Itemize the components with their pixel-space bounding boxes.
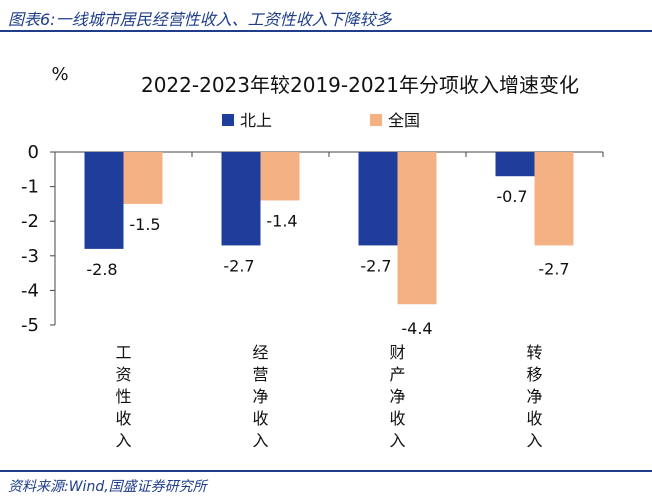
y-tick-label: -4 xyxy=(21,280,39,301)
category-label: 经营净收入 xyxy=(252,343,268,450)
bar xyxy=(123,152,163,204)
y-tick-label: 0 xyxy=(28,142,39,163)
data-label: -1.4 xyxy=(266,211,297,230)
data-label: -2.7 xyxy=(360,256,391,275)
bar xyxy=(358,152,398,246)
bar xyxy=(84,152,124,249)
y-tick-label: -1 xyxy=(21,177,39,198)
category-label: 工资性收入 xyxy=(115,343,131,450)
legend-label: 北上 xyxy=(240,111,272,130)
data-label: -4.4 xyxy=(401,319,432,338)
category-label: 财产净收入 xyxy=(389,343,405,450)
bar-chart: 2022-2023年较2019-2021年分项收入增速变化 % 北上 全国 0 -1… xyxy=(21,64,604,450)
source-note: 资料来源:Wind,国盛证券研究所 xyxy=(8,479,207,495)
chart-title: 2022-2023年较2019-2021年分项收入增速变化 xyxy=(141,73,579,97)
data-label: -2.7 xyxy=(223,256,254,275)
legend-label: 全国 xyxy=(388,111,420,130)
category-label: 转移净收入 xyxy=(526,343,542,450)
data-label: -1.5 xyxy=(129,215,160,234)
figure-title: 图表6:一线城市居民经营性收入、工资性收入下降较多 xyxy=(8,10,392,29)
data-labels: -2.8 -2.7 -2.7 -0.7 -1.5 -1.4 -4.4 -2.7 xyxy=(86,187,569,338)
bars xyxy=(84,152,574,305)
bar xyxy=(260,152,300,201)
data-label: -0.7 xyxy=(496,187,527,206)
bar xyxy=(495,152,535,177)
bar xyxy=(397,152,437,305)
legend-swatch xyxy=(222,114,234,126)
legend-swatch xyxy=(370,114,382,126)
bar xyxy=(534,152,574,246)
data-label: -2.7 xyxy=(538,259,569,278)
data-label: -2.8 xyxy=(86,260,117,279)
bar xyxy=(221,152,261,246)
y-axis-label: % xyxy=(51,64,68,85)
legend: 北上 全国 xyxy=(222,111,420,130)
category-labels: 工资性收入 经营净收入 财产净收入 转移净收入 xyxy=(115,343,542,450)
y-tick-label: -3 xyxy=(21,246,39,267)
source-rule xyxy=(0,470,652,472)
title-rule xyxy=(0,30,652,32)
y-tick-label: -2 xyxy=(21,211,39,232)
y-tick-label: -5 xyxy=(21,315,39,336)
